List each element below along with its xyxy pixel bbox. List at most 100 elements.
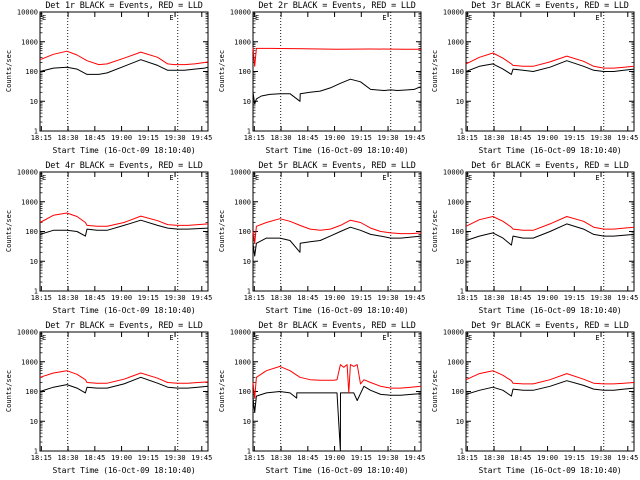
x-tick-label: 18:15 [31, 454, 52, 462]
y-tick-label: 1 [34, 128, 38, 136]
x-tick-label: 19:00 [324, 294, 345, 302]
x-tick-label: 19:30 [591, 294, 612, 302]
panel-title: Det 4r BLACK = Events, RED = LLD [45, 161, 203, 171]
detector-panel-8r: Det 8r BLACK = Events, RED = LLD Counts/s… [213, 320, 426, 480]
series-lld-line [465, 370, 635, 385]
x-tick-label: 18:15 [31, 134, 52, 142]
y-tick-label: 1000 [21, 358, 38, 366]
x-axis-label: Start Time (16-Oct-09 18:10:40) [265, 466, 409, 475]
y-tick-label: 100 [238, 388, 251, 396]
panel-title: Det 7r BLACK = Events, RED = LLD [45, 321, 203, 331]
y-tick-label: 1000 [447, 358, 464, 366]
x-tick-label: 19:30 [591, 454, 612, 462]
y-tick-label: 1 [460, 448, 464, 456]
x-axis-label: Start Time (16-Oct-09 18:10:40) [478, 466, 622, 475]
x-tick-label: 18:30 [484, 454, 505, 462]
x-tick-label: 18:15 [457, 454, 478, 462]
plot-canvas: 1 10 100 1000 10000 18:15 18:30 18:45 19:00 19:15… [17, 9, 212, 143]
detector-panel-7r: Det 7r BLACK = Events, RED = LLD Counts/s… [0, 320, 213, 480]
x-tick-label: 18:15 [244, 454, 265, 462]
x-axis-label: Start Time (16-Oct-09 18:10:40) [478, 306, 622, 315]
x-tick-label: 19:45 [404, 134, 425, 142]
x-tick-label: 19:30 [591, 134, 612, 142]
x-tick-label: 19:30 [165, 454, 186, 462]
y-tick-label: 10000 [17, 329, 38, 337]
x-tick-label: 18:45 [510, 134, 531, 142]
x-tick-label: 18:30 [58, 134, 79, 142]
x-tick-label: 19:15 [351, 454, 372, 462]
x-tick-label: 19:45 [617, 454, 638, 462]
y-tick-label: 1000 [447, 198, 464, 206]
detector-panel-1r: Det 1r BLACK = Events, RED = LLD Counts/s… [0, 0, 213, 160]
x-tick-label: 18:30 [484, 134, 505, 142]
plot-frame [252, 171, 422, 292]
x-tick-label: 19:30 [165, 294, 186, 302]
plot-frame [39, 171, 209, 292]
x-tick-label: 19:00 [111, 294, 132, 302]
y-tick-label: 1000 [21, 198, 38, 206]
y-tick-label: 100 [25, 388, 38, 396]
panel-title: Det 6r BLACK = Events, RED = LLD [471, 161, 629, 171]
detector-panel-2r: Det 2r BLACK = Events, RED = LLD Counts/s… [213, 0, 426, 160]
plot-canvas: 1 10 100 1000 10000 18:15 18:30 18:45 19:00 19:15… [230, 329, 425, 463]
series-lld-line [465, 52, 635, 69]
corner-mark: E [42, 174, 46, 182]
x-tick-label: 19:15 [138, 454, 159, 462]
y-tick-label: 10000 [443, 329, 464, 337]
y-tick-label: 1 [34, 288, 38, 296]
corner-mark: E [595, 334, 599, 342]
x-tick-label: 19:00 [324, 134, 345, 142]
x-tick-label: 19:45 [191, 134, 212, 142]
corner-mark: E [169, 14, 173, 22]
y-tick-label: 10000 [17, 9, 38, 17]
x-tick-label: 18:30 [58, 454, 79, 462]
y-tick-label: 1000 [447, 38, 464, 46]
x-tick-label: 19:30 [378, 454, 399, 462]
corner-mark: E [42, 334, 46, 342]
series-events-line [39, 376, 209, 394]
y-tick-label: 10000 [230, 9, 251, 17]
y-tick-label: 1000 [234, 358, 251, 366]
y-tick-label: 10000 [230, 169, 251, 177]
series-lld-line [39, 50, 209, 66]
series-events-line [252, 226, 422, 257]
x-tick-label: 19:45 [404, 454, 425, 462]
x-tick-label: 18:45 [84, 454, 105, 462]
x-tick-label: 18:15 [31, 294, 52, 302]
x-tick-label: 18:30 [58, 294, 79, 302]
y-tick-label: 1 [247, 128, 251, 136]
y-tick-label: 10000 [443, 169, 464, 177]
x-tick-label: 19:15 [564, 134, 585, 142]
panel-title: Det 9r BLACK = Events, RED = LLD [471, 321, 629, 331]
detector-panel-4r: Det 4r BLACK = Events, RED = LLD Counts/s… [0, 160, 213, 320]
corner-mark: E [468, 174, 472, 182]
x-tick-label: 18:45 [510, 454, 531, 462]
y-tick-label: 1000 [234, 38, 251, 46]
detector-panel-6r: Det 6r BLACK = Events, RED = LLD Counts/s… [426, 160, 639, 320]
x-tick-label: 19:45 [617, 134, 638, 142]
panel-title: Det 1r BLACK = Events, RED = LLD [45, 1, 203, 11]
panel-title: Det 8r BLACK = Events, RED = LLD [258, 321, 416, 331]
series-lld-line [252, 47, 421, 67]
x-tick-label: 18:45 [297, 134, 318, 142]
y-tick-label: 10 [30, 258, 38, 266]
corner-mark: E [382, 174, 386, 182]
series-events-line [465, 60, 635, 75]
corner-mark: E [595, 174, 599, 182]
x-tick-label: 18:15 [457, 134, 478, 142]
y-tick-label: 100 [25, 228, 38, 236]
x-axis-label: Start Time (16-Oct-09 18:10:40) [52, 306, 196, 315]
y-tick-label: 10 [456, 258, 464, 266]
y-tick-label: 1 [247, 288, 251, 296]
x-tick-label: 19:30 [165, 134, 186, 142]
corner-mark: E [382, 334, 386, 342]
plot-canvas: 1 10 100 1000 10000 18:15 18:30 18:45 19:00 19:15… [17, 329, 212, 463]
y-tick-label: 1000 [21, 38, 38, 46]
y-tick-label: 10 [456, 418, 464, 426]
detector-panel-9r: Det 9r BLACK = Events, RED = LLD Counts/s… [426, 320, 639, 480]
x-tick-label: 19:15 [138, 294, 159, 302]
panel-title: Det 3r BLACK = Events, RED = LLD [471, 1, 629, 11]
corner-mark: E [42, 14, 46, 22]
x-tick-label: 19:15 [564, 454, 585, 462]
y-tick-label: 10000 [443, 9, 464, 17]
